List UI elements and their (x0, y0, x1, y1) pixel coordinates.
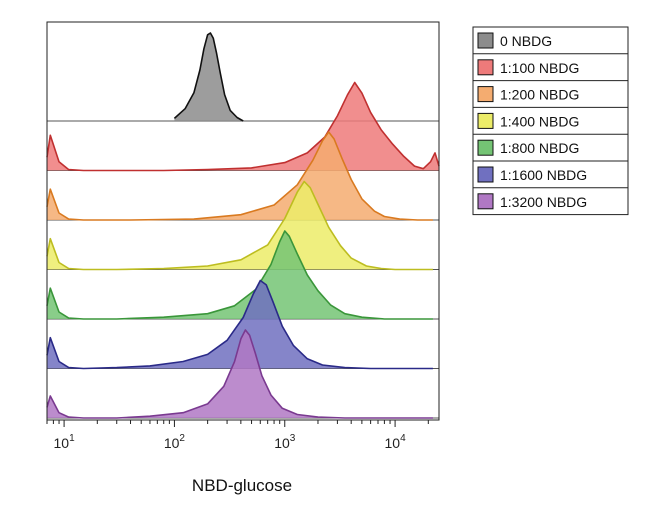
series-layer (46, 32, 440, 419)
legend-swatch (477, 86, 494, 103)
legend-label: 1:800 NBDG (500, 140, 579, 156)
legend-box (472, 26, 629, 216)
series-area (47, 280, 433, 369)
x-tick-label: 101 (54, 433, 76, 451)
x-ticks: 101 102 103 104 (46, 420, 429, 451)
plot-frame (46, 21, 440, 421)
series-area (47, 132, 433, 220)
legend: 0 NBDG 1:100 NBDG 1:200 NBDG 1:400 NBDG 1:80… (472, 26, 629, 216)
x-axis-label: NBD-glucose (192, 476, 292, 495)
legend-swatch (477, 193, 494, 210)
legend-swatch (477, 112, 494, 129)
legend-swatch (477, 166, 494, 183)
series-area (47, 181, 433, 270)
series-line (46, 329, 433, 419)
series-line (173, 32, 244, 122)
legend-label: 1:3200 NBDG (500, 194, 587, 210)
legend-label: 1:400 NBDG (500, 113, 579, 129)
series-line (46, 131, 433, 221)
series-line (46, 180, 433, 271)
x-tick-label: 102 (164, 433, 186, 451)
legend-label: 1:200 NBDG (500, 87, 579, 103)
series-area (47, 231, 433, 319)
legend-label: 1:100 NBDG (500, 60, 579, 76)
legend-swatch (477, 32, 494, 49)
legend-label: 0 NBDG (500, 33, 552, 49)
series-area (47, 330, 433, 418)
series-line (46, 230, 433, 320)
series-line (46, 81, 440, 172)
legend-swatch (477, 59, 494, 76)
legend-label: 1:1600 NBDG (500, 167, 587, 183)
legend-swatch (477, 139, 494, 156)
x-tick-label: 103 (274, 433, 296, 451)
x-tick-label: 104 (385, 433, 407, 451)
series-area (47, 82, 439, 171)
series-line (46, 279, 433, 370)
